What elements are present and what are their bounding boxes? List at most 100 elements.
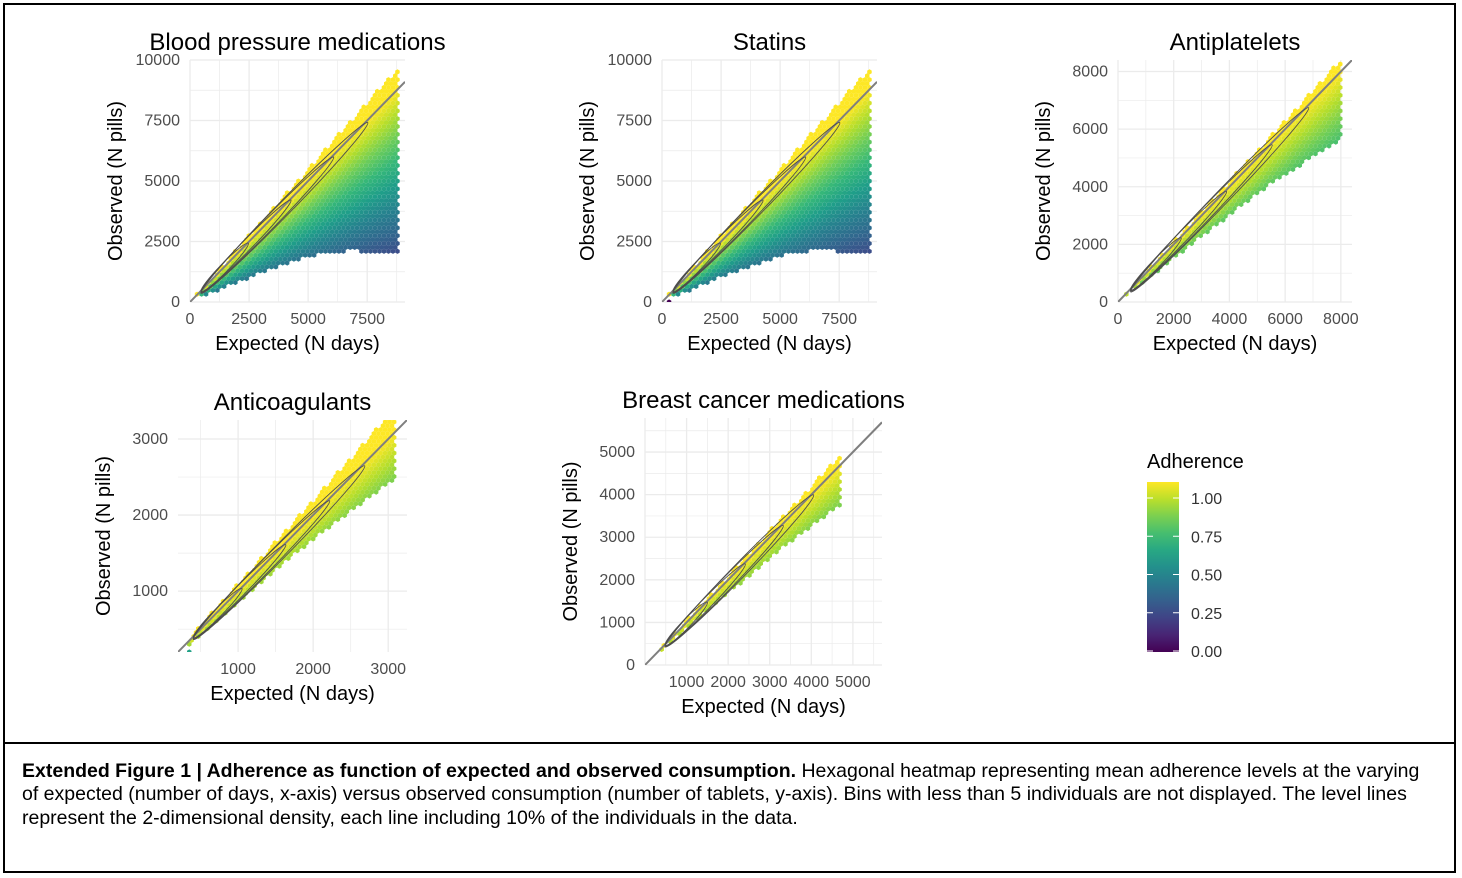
- hex-bin: [1331, 135, 1336, 141]
- hex-bin: [327, 209, 333, 215]
- hex-bin: [351, 481, 356, 487]
- hex-bin: [379, 190, 384, 196]
- hex-bin: [815, 213, 820, 219]
- hex-bin: [391, 442, 397, 448]
- hex-bin: [833, 104, 838, 110]
- hex-bin: [1331, 96, 1336, 102]
- hex-bin: [781, 225, 787, 231]
- x-tick-label: 2000: [710, 674, 746, 691]
- hex-bin: [743, 252, 748, 258]
- hex-bin: [345, 233, 351, 239]
- hex-bin: [819, 510, 824, 516]
- hex-bin: [269, 256, 274, 262]
- hex-bin: [388, 135, 393, 141]
- hex-bin: [1335, 96, 1341, 102]
- hex-bin: [1205, 213, 1210, 219]
- hex-bin: [867, 139, 872, 145]
- hex-bin: [1279, 162, 1284, 169]
- hex-bin: [350, 178, 355, 184]
- hex-bin: [357, 166, 362, 172]
- hex-bin: [328, 520, 334, 526]
- hex-bin: [384, 198, 389, 204]
- hex-bin: [1335, 88, 1341, 94]
- hex-bin: [296, 217, 301, 223]
- hex-bin: [1329, 100, 1334, 106]
- hex-bin: [336, 217, 342, 223]
- hex-bin: [329, 221, 335, 227]
- hex-bin: [307, 182, 312, 188]
- caption-text: Hexagonal heatmap representing mean adhe…: [22, 760, 1420, 829]
- hex-bin: [287, 256, 292, 262]
- hex-bin: [359, 233, 364, 239]
- hex-bin: [792, 229, 798, 235]
- hex-bin: [829, 198, 834, 204]
- hex-bin: [842, 205, 847, 211]
- hex-bin: [284, 244, 290, 250]
- hex-bin: [364, 473, 370, 480]
- hex-bin: [1281, 159, 1287, 165]
- hex-bin: [318, 194, 324, 200]
- x-tick-label: 2000: [295, 661, 331, 678]
- hex-bin: [246, 264, 252, 270]
- hex-bin: [768, 201, 773, 208]
- hex-bin: [378, 458, 383, 464]
- hex-bin: [1250, 174, 1255, 180]
- hex-bin: [296, 209, 301, 215]
- hex-bin: [352, 166, 357, 172]
- hex-bin: [284, 237, 290, 243]
- hex-bin: [865, 120, 870, 126]
- hex-bin: [1272, 174, 1278, 180]
- hex-bin: [346, 458, 352, 464]
- hex-bin: [381, 225, 387, 231]
- hex-bin: [334, 205, 339, 211]
- hex-bin: [248, 252, 254, 258]
- hex-bin: [770, 213, 775, 219]
- hex-bin: [1322, 120, 1327, 126]
- hex-bin: [319, 520, 325, 526]
- x-tick-label: 0: [1114, 311, 1123, 328]
- hex-bin: [1315, 123, 1320, 130]
- hex-bin: [329, 190, 335, 196]
- hex-bin: [381, 248, 387, 254]
- hex-bin: [360, 450, 365, 456]
- hex-bin: [797, 244, 802, 250]
- hex-bin: [347, 174, 353, 180]
- hex-bin: [853, 201, 859, 208]
- hex-bin: [736, 264, 742, 270]
- hex-bin: [781, 194, 787, 200]
- y-tick-label: 2500: [616, 234, 652, 251]
- hex-bin: [361, 213, 366, 219]
- hex-bin: [799, 529, 804, 535]
- hex-bin: [851, 112, 856, 118]
- hex-bin: [819, 502, 824, 508]
- hex-bin: [745, 217, 751, 223]
- hex-bin: [280, 244, 285, 250]
- identity-line: [662, 81, 877, 302]
- hex-bin: [384, 151, 389, 157]
- hex-bin: [1324, 139, 1329, 145]
- hex-bin: [770, 221, 775, 227]
- hex-bin: [310, 536, 316, 542]
- hex-bin: [833, 174, 838, 180]
- hex-bin: [815, 198, 820, 204]
- hex-bin: [765, 229, 771, 235]
- hex-bin: [316, 205, 321, 211]
- hex-bin: [806, 221, 811, 227]
- hex-bin: [358, 446, 363, 452]
- hex-bin: [862, 248, 868, 254]
- hex-bin: [813, 225, 818, 231]
- hex-bin: [768, 217, 773, 223]
- hex-bin: [336, 194, 342, 200]
- hex-bin: [384, 213, 389, 219]
- hex-bin: [741, 240, 746, 247]
- hex-bin: [1281, 166, 1287, 172]
- hex-bin: [309, 194, 315, 200]
- hex-bin: [1257, 170, 1262, 176]
- hex-bin: [867, 77, 872, 83]
- hex-bin: [343, 198, 348, 204]
- hex-bin: [345, 194, 351, 200]
- hex-bin: [815, 244, 820, 250]
- hex-bin: [332, 240, 337, 247]
- hex-bin: [370, 174, 375, 180]
